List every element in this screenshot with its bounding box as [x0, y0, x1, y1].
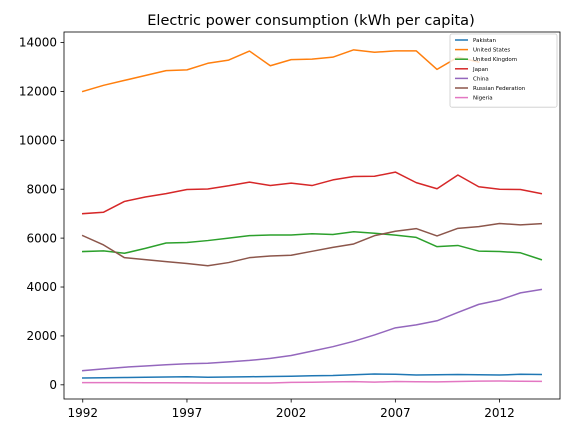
series-line-russian-federation [81, 222, 543, 267]
x-tick-label: 2007 [380, 406, 411, 420]
x-tick-label: 2012 [484, 406, 515, 420]
x-tick-label: 2002 [276, 406, 307, 420]
series-line-united-kingdom [81, 231, 543, 261]
x-tick-label: 1992 [67, 406, 98, 420]
series-line-united-states [81, 49, 480, 93]
x-tick-label: 1997 [172, 406, 203, 420]
legend-label: Nigeria [473, 96, 493, 102]
legend-label: Pakistan [473, 38, 497, 44]
legend-box [449, 33, 558, 108]
y-tick-label: 6000 [26, 231, 57, 245]
y-tick-label: 14000 [19, 36, 57, 50]
legend-label: Japan [472, 67, 489, 73]
y-tick-label: 10000 [19, 134, 57, 148]
plot-area: 1992 1997 2002 2007 2012 0 2000 4000 6000 8000 100… [19, 31, 561, 420]
legend: Pakistan United States United Kingdom Japan… [449, 33, 558, 108]
legend-label: China [473, 76, 489, 82]
y-tick-label: 8000 [26, 182, 57, 196]
legend-label: Russian Federation [473, 86, 526, 92]
y-tick-label: 2000 [26, 329, 57, 343]
series-line-pakistan [82, 373, 542, 379]
series-line-china [81, 288, 543, 372]
chart-title: Electric power consumption (kWh per capi… [147, 13, 474, 29]
legend-label: United States [473, 48, 510, 54]
y-tick-label: 4000 [26, 280, 57, 294]
legend-label: United Kingdom [473, 57, 517, 63]
series-line-japan [81, 171, 543, 215]
y-tick-label: 12000 [19, 85, 57, 99]
axes-frame [63, 31, 561, 400]
series-line-nigeria [82, 380, 542, 384]
y-tick-label: 0 [49, 378, 57, 392]
